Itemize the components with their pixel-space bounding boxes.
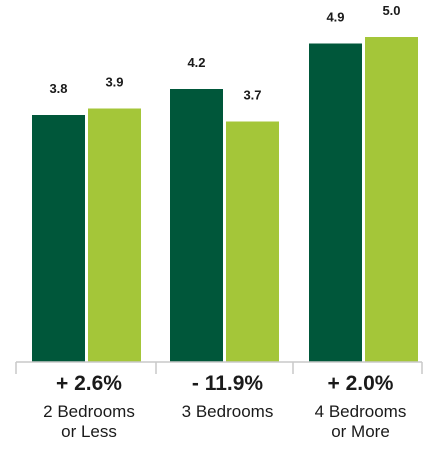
value-label-4-bedrooms-or-more-series-2: 5.0 <box>382 3 400 18</box>
bar-4-bedrooms-or-more-series-2 <box>365 37 418 362</box>
value-label-2-bedrooms-or-less-series-1: 3.8 <box>49 81 67 96</box>
bars-group <box>32 37 418 362</box>
value-label-4-bedrooms-or-more-series-1: 4.9 <box>326 10 344 25</box>
category-label-4-bedrooms-or-more-line-1: 4 Bedrooms <box>315 402 407 421</box>
bar-3-bedrooms-series-2 <box>226 121 279 362</box>
bar-2-bedrooms-or-less-series-1 <box>32 115 85 362</box>
change-label-3-bedrooms: - 11.9% <box>192 372 264 395</box>
category-dividers <box>15 362 423 374</box>
change-label-2-bedrooms-or-less: + 2.6% <box>56 372 122 395</box>
value-label-3-bedrooms-series-2: 3.7 <box>243 88 261 103</box>
category-label-2-bedrooms-or-less-line-1: 2 Bedrooms <box>43 402 135 421</box>
value-labels-group: 3.8 3.9 4.2 3.7 4.9 5.0 <box>49 3 400 103</box>
bar-4-bedrooms-or-more-series-1 <box>309 43 362 362</box>
bar-2-bedrooms-or-less-series-2 <box>88 108 141 362</box>
value-label-3-bedrooms-series-1: 4.2 <box>187 55 205 70</box>
bar-3-bedrooms-series-1 <box>170 89 223 362</box>
category-label-2-bedrooms-or-less-line-2: or Less <box>61 422 117 441</box>
category-label-3-bedrooms-line-1: 3 Bedrooms <box>182 402 274 421</box>
category-label-4-bedrooms-or-more-line-2: or More <box>331 422 390 441</box>
value-label-2-bedrooms-or-less-series-2: 3.9 <box>105 75 123 90</box>
change-label-4-bedrooms-or-more: + 2.0% <box>328 372 394 395</box>
